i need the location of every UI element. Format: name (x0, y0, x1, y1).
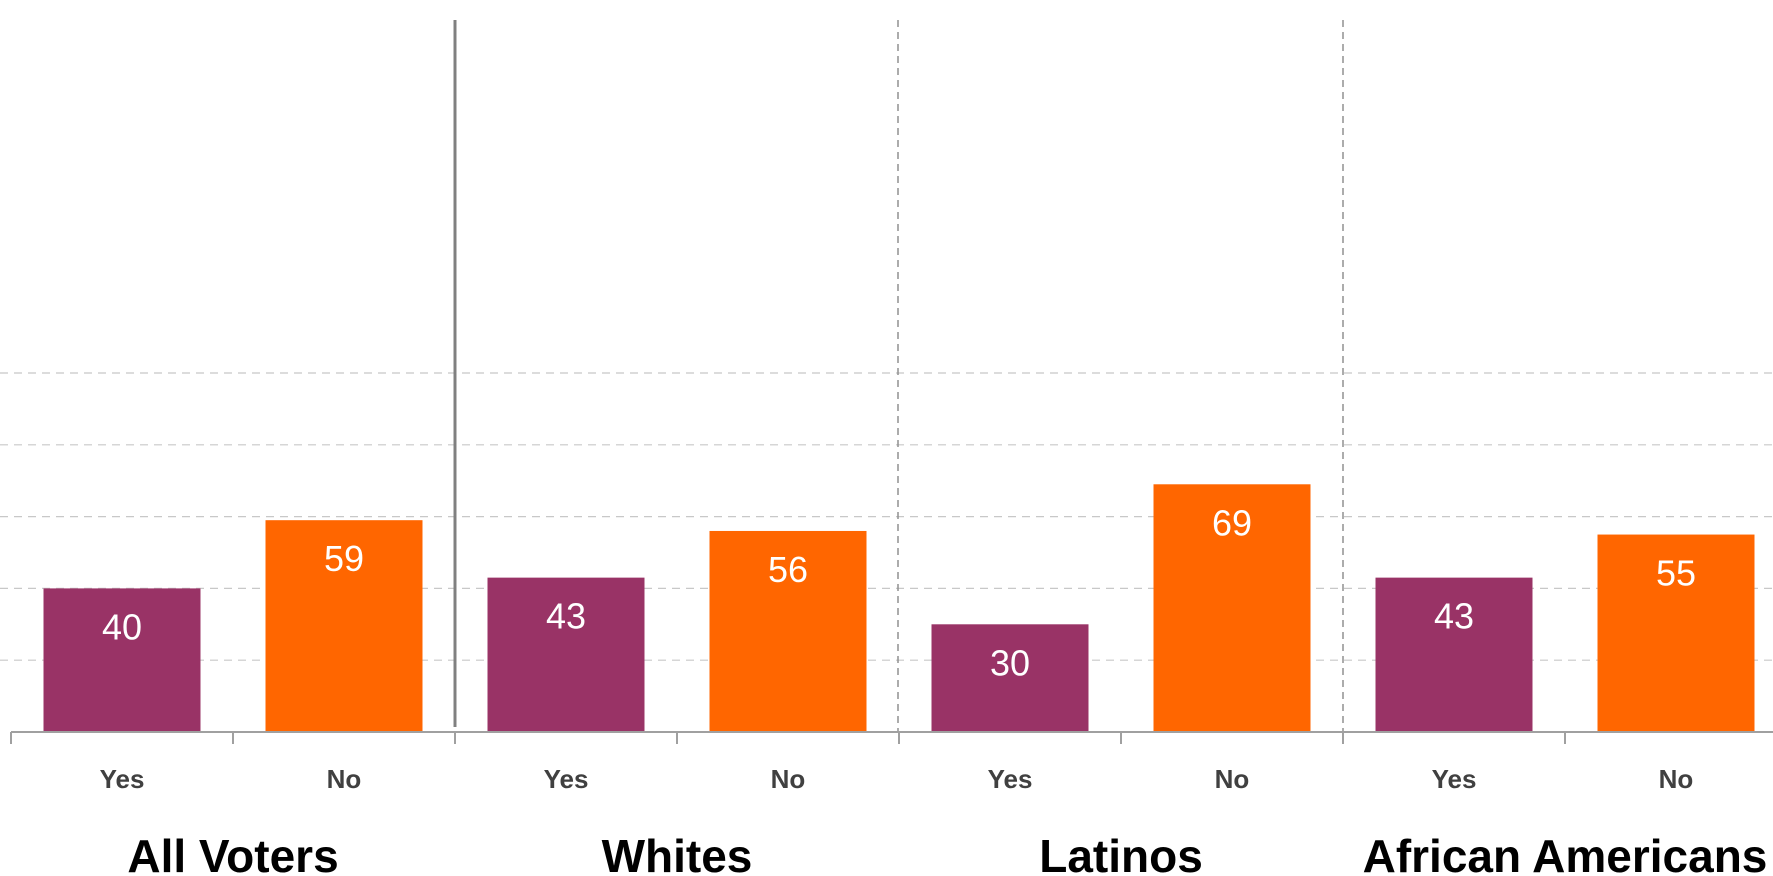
data-label: 59 (324, 538, 364, 579)
group-label: All Voters (127, 830, 338, 876)
data-label: 30 (990, 642, 1030, 683)
group-label: Whites (602, 830, 753, 876)
bars (43, 484, 1755, 732)
data-label: 55 (1656, 553, 1696, 594)
tick-label: Yes (1432, 764, 1477, 794)
tick-label: No (327, 764, 362, 794)
group-label: Latinos (1039, 830, 1203, 876)
bar-whites-yes (487, 577, 645, 732)
bar-whites-no (709, 530, 867, 732)
tick-label: No (1659, 764, 1694, 794)
tick-label: Yes (988, 764, 1033, 794)
bar-african-americans-no (1597, 534, 1755, 732)
data-label: 69 (1212, 502, 1252, 543)
data-label: 43 (546, 596, 586, 637)
data-label: 56 (768, 549, 808, 590)
tick-label: No (771, 764, 806, 794)
tick-label: Yes (544, 764, 589, 794)
bar-latinos-no (1153, 484, 1311, 732)
group-separators (453, 20, 1344, 732)
bar-african-americans-yes (1375, 577, 1533, 732)
data-label: 43 (1434, 596, 1474, 637)
bar-all-voters-no (265, 520, 423, 732)
bar-all-voters-yes (43, 588, 201, 732)
labels: 40 Yes 59 No All Voters 43 Yes 56 No Whites 30 Yes 6… (100, 502, 1768, 876)
tick-label: No (1215, 764, 1250, 794)
bar-latinos-yes (931, 624, 1089, 732)
data-label: 40 (102, 606, 142, 647)
group-label: African Americans (1363, 830, 1768, 876)
x-axis (10, 731, 1773, 744)
tick-label: Yes (100, 764, 145, 794)
